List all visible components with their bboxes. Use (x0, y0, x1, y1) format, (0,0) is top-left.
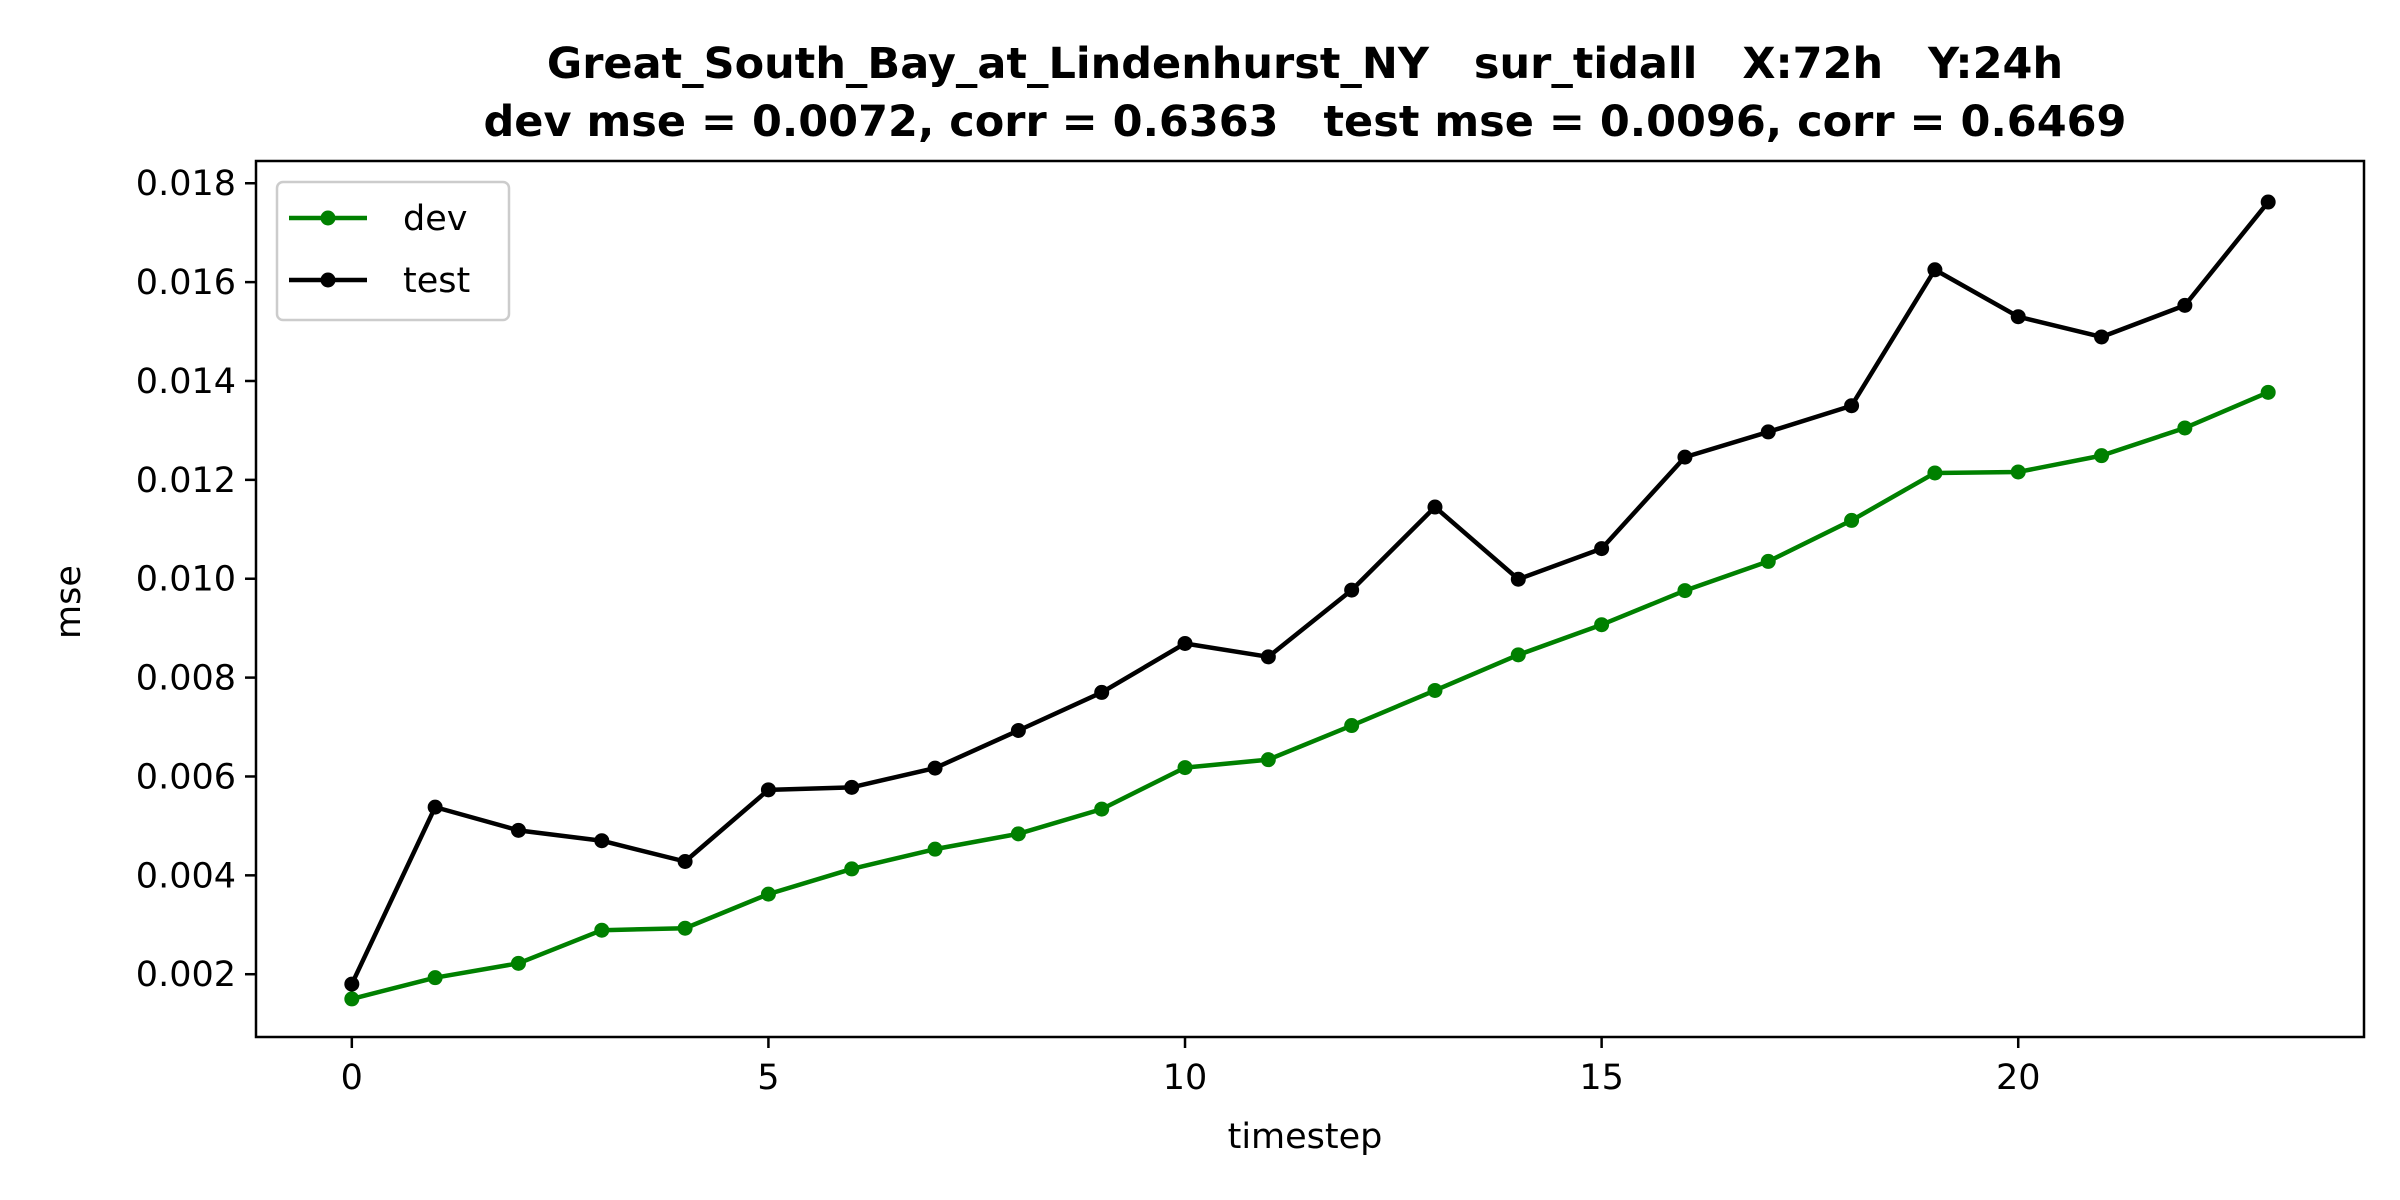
data-point-test (510, 822, 526, 838)
data-point-test (1510, 571, 1526, 587)
data-point-dev (2260, 384, 2276, 400)
x-tick-label: 5 (757, 1058, 779, 1098)
data-point-test (1760, 424, 1776, 440)
data-point-test (1177, 635, 1193, 651)
data-point-test (594, 833, 610, 849)
data-point-dev (677, 920, 693, 936)
data-point-dev (510, 955, 526, 971)
x-axis-label: timestep (1228, 1117, 1383, 1157)
data-point-dev (927, 841, 943, 857)
data-point-dev (1677, 583, 1693, 599)
plot-frame (254, 159, 2366, 1039)
series-line-dev (349, 390, 2271, 1002)
x-tick-label: 20 (1996, 1058, 2041, 1098)
data-point-dev (1844, 512, 1860, 528)
data-point-test (344, 976, 360, 992)
chart-subtitle: dev mse = 0.0072, corr = 0.6363 test mse… (484, 97, 2127, 147)
data-point-test (427, 799, 443, 815)
data-point-dev (1010, 826, 1026, 842)
data-point-test (1094, 684, 1110, 700)
data-point-test (2177, 297, 2193, 313)
legend-label-dev: dev (403, 199, 467, 239)
data-point-dev (1927, 465, 1943, 481)
x-tick-label: 10 (1163, 1058, 1208, 1098)
data-point-test (927, 760, 943, 776)
data-point-dev (427, 970, 443, 986)
data-point-dev (1260, 752, 1276, 768)
data-point-dev (344, 991, 360, 1007)
plot-area: 0 5 10 15 20 0.002 0.004 0.006 0.008 0.010 0.012 0.… (136, 159, 2366, 1098)
data-point-dev (2010, 464, 2026, 480)
legend-marker-dev (320, 210, 336, 226)
data-point-test (1344, 582, 1360, 598)
series-line-test (349, 199, 2271, 987)
data-point-dev (1760, 553, 1776, 569)
data-point-dev (1177, 760, 1193, 776)
data-point-test (760, 782, 776, 798)
data-point-test (1427, 499, 1443, 515)
data-point-dev (594, 922, 610, 938)
y-axis-label: mse (49, 565, 89, 639)
data-point-dev (1510, 647, 1526, 663)
data-point-test (2094, 329, 2110, 345)
data-point-test (1594, 541, 1610, 557)
data-point-test (2260, 194, 2276, 210)
x-tick-label: 15 (1579, 1058, 1624, 1098)
data-point-test (1677, 449, 1693, 465)
y-tick-label: 0.014 (136, 362, 236, 402)
data-point-test (1260, 649, 1276, 665)
legend-box (275, 180, 511, 322)
data-point-dev (760, 886, 776, 902)
y-tick-label: 0.006 (136, 757, 236, 797)
chart-title: Great_South_Bay_at_Lindenhurst_NY sur_ti… (547, 39, 2063, 89)
y-tick-label: 0.010 (136, 560, 236, 600)
data-point-test (844, 779, 860, 795)
data-point-test (1010, 723, 1026, 738)
data-point-dev (844, 861, 860, 877)
data-point-dev (1344, 718, 1360, 734)
y-tick-label: 0.016 (136, 263, 236, 303)
legend-label-test: test (403, 261, 470, 301)
data-point-test (677, 854, 693, 869)
y-tick-label: 0.002 (136, 955, 236, 995)
data-point-dev (1594, 617, 1610, 633)
data-point-dev (1427, 682, 1443, 698)
data-point-test (1927, 262, 1943, 278)
legend-marker-test (320, 272, 336, 288)
data-point-test (1844, 398, 1860, 414)
data-point-test (2010, 309, 2026, 325)
y-tick-label: 0.008 (136, 659, 236, 699)
x-tick-label: 0 (341, 1058, 363, 1098)
y-tick-label: 0.012 (136, 461, 236, 501)
y-tick-label: 0.004 (136, 856, 236, 896)
data-point-dev (2094, 448, 2110, 464)
data-point-dev (1094, 801, 1110, 817)
y-tick-label: 0.018 (136, 164, 236, 204)
data-point-dev (2177, 420, 2193, 436)
